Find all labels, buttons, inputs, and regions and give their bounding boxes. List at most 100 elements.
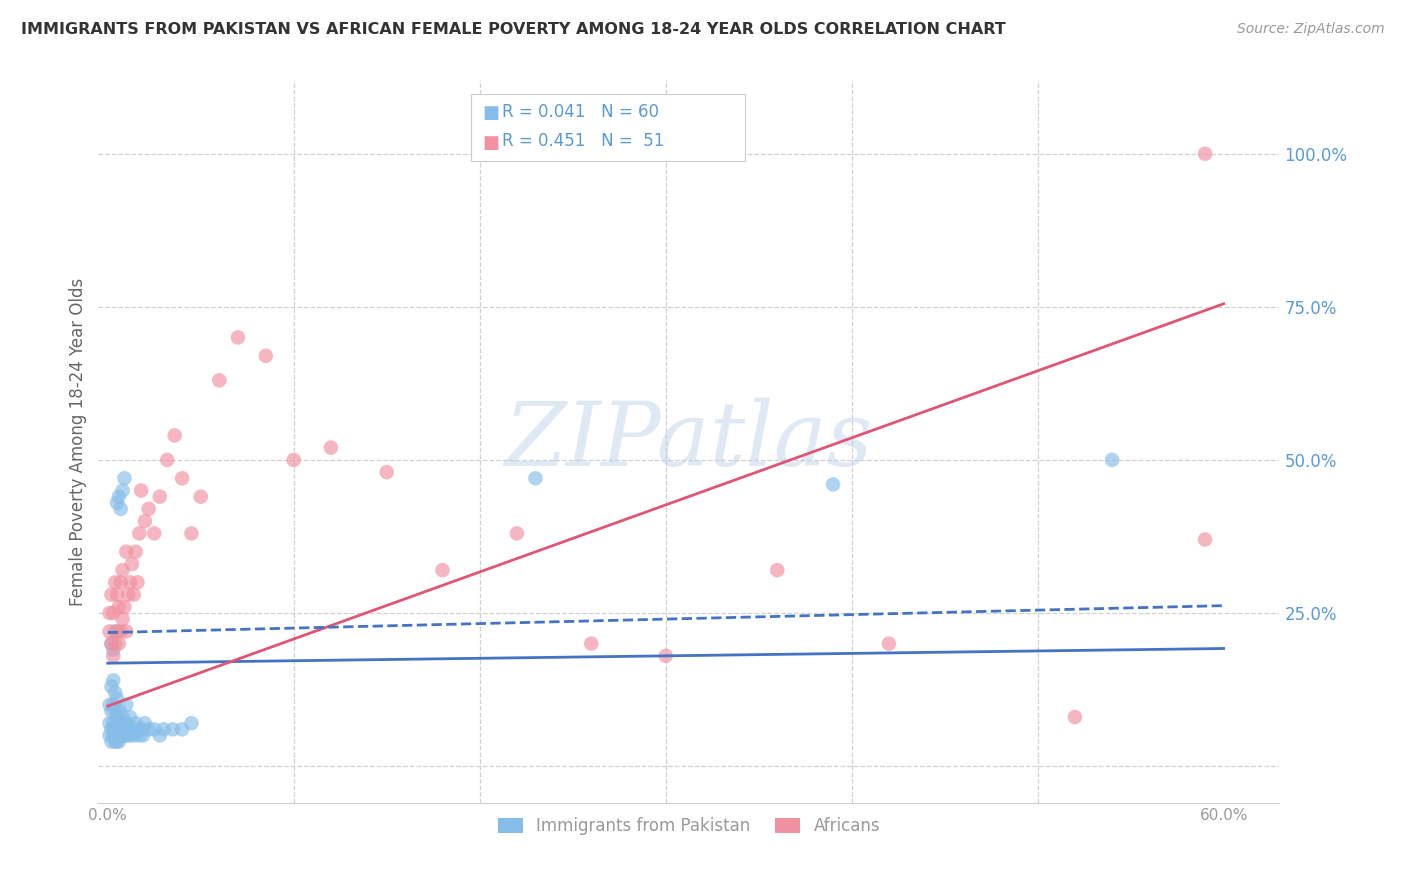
Point bbox=[108, 490, 131, 504]
Point bbox=[115, 728, 138, 742]
Point bbox=[138, 502, 160, 516]
Point bbox=[132, 728, 155, 742]
Point bbox=[98, 624, 121, 639]
Point bbox=[110, 502, 132, 516]
Point bbox=[128, 526, 150, 541]
Point bbox=[163, 428, 186, 442]
Point bbox=[111, 483, 134, 498]
Point bbox=[105, 723, 128, 737]
Text: ■: ■ bbox=[482, 134, 499, 152]
Point bbox=[115, 624, 138, 639]
Point bbox=[654, 648, 676, 663]
Point bbox=[115, 545, 138, 559]
Point bbox=[105, 496, 128, 510]
Point bbox=[105, 734, 128, 748]
Point bbox=[432, 563, 454, 577]
Point bbox=[118, 575, 141, 590]
Point bbox=[129, 723, 152, 737]
Point bbox=[127, 723, 149, 737]
Point bbox=[226, 330, 249, 344]
Point bbox=[124, 545, 146, 559]
Point bbox=[103, 728, 125, 742]
Point bbox=[375, 465, 398, 479]
Point bbox=[104, 723, 127, 737]
Point bbox=[98, 716, 121, 731]
Point bbox=[1101, 453, 1123, 467]
Point bbox=[127, 575, 149, 590]
Point bbox=[283, 453, 305, 467]
Point bbox=[103, 606, 125, 620]
Point bbox=[172, 723, 194, 737]
Point bbox=[149, 490, 172, 504]
Point bbox=[103, 673, 125, 688]
Text: R = 0.041   N = 60: R = 0.041 N = 60 bbox=[502, 103, 659, 120]
Point bbox=[100, 704, 122, 718]
Point bbox=[524, 471, 547, 485]
Point bbox=[110, 728, 132, 742]
Point bbox=[100, 680, 122, 694]
Point bbox=[100, 734, 122, 748]
Point bbox=[104, 734, 127, 748]
Point bbox=[114, 471, 136, 485]
Point bbox=[208, 373, 231, 387]
Point bbox=[138, 723, 160, 737]
Point bbox=[766, 563, 789, 577]
Text: R = 0.451   N =  51: R = 0.451 N = 51 bbox=[502, 132, 664, 150]
Point bbox=[100, 637, 122, 651]
Text: IMMIGRANTS FROM PAKISTAN VS AFRICAN FEMALE POVERTY AMONG 18-24 YEAR OLDS CORRELA: IMMIGRANTS FROM PAKISTAN VS AFRICAN FEMA… bbox=[21, 22, 1005, 37]
Legend: Immigrants from Pakistan, Africans: Immigrants from Pakistan, Africans bbox=[491, 810, 887, 841]
Point bbox=[104, 624, 127, 639]
Point bbox=[103, 716, 125, 731]
Point bbox=[121, 723, 143, 737]
Point bbox=[115, 698, 138, 712]
Point bbox=[104, 575, 127, 590]
Point bbox=[134, 716, 156, 731]
Point bbox=[1063, 710, 1085, 724]
Point bbox=[108, 704, 131, 718]
Point bbox=[105, 691, 128, 706]
Point bbox=[128, 728, 150, 742]
Point bbox=[105, 624, 128, 639]
Point bbox=[98, 728, 121, 742]
Point bbox=[319, 441, 342, 455]
Point bbox=[162, 723, 184, 737]
Point bbox=[122, 728, 145, 742]
Point bbox=[110, 716, 132, 731]
Point bbox=[152, 723, 174, 737]
Point bbox=[108, 637, 131, 651]
Point bbox=[108, 599, 131, 614]
Point bbox=[98, 606, 121, 620]
Text: Source: ZipAtlas.com: Source: ZipAtlas.com bbox=[1237, 22, 1385, 37]
Point bbox=[117, 723, 139, 737]
Point bbox=[149, 728, 172, 742]
Point bbox=[104, 704, 127, 718]
Point bbox=[103, 648, 125, 663]
Point bbox=[254, 349, 277, 363]
Point bbox=[114, 716, 136, 731]
Point bbox=[104, 685, 127, 699]
Point bbox=[1194, 146, 1216, 161]
Point bbox=[111, 612, 134, 626]
Point bbox=[1194, 533, 1216, 547]
Point bbox=[143, 526, 166, 541]
Point bbox=[172, 471, 194, 485]
Point bbox=[180, 526, 202, 541]
Point bbox=[111, 710, 134, 724]
Point bbox=[111, 563, 134, 577]
Point bbox=[114, 728, 136, 742]
Point bbox=[100, 723, 122, 737]
Point bbox=[122, 588, 145, 602]
Point bbox=[111, 728, 134, 742]
Point bbox=[105, 710, 128, 724]
Point bbox=[117, 588, 139, 602]
Point bbox=[124, 716, 146, 731]
Point bbox=[100, 588, 122, 602]
Point bbox=[108, 723, 131, 737]
Point bbox=[115, 716, 138, 731]
Point bbox=[103, 642, 125, 657]
Point bbox=[506, 526, 529, 541]
Y-axis label: Female Poverty Among 18-24 Year Olds: Female Poverty Among 18-24 Year Olds bbox=[69, 277, 87, 606]
Point bbox=[110, 575, 132, 590]
Point bbox=[581, 637, 603, 651]
Point bbox=[180, 716, 202, 731]
